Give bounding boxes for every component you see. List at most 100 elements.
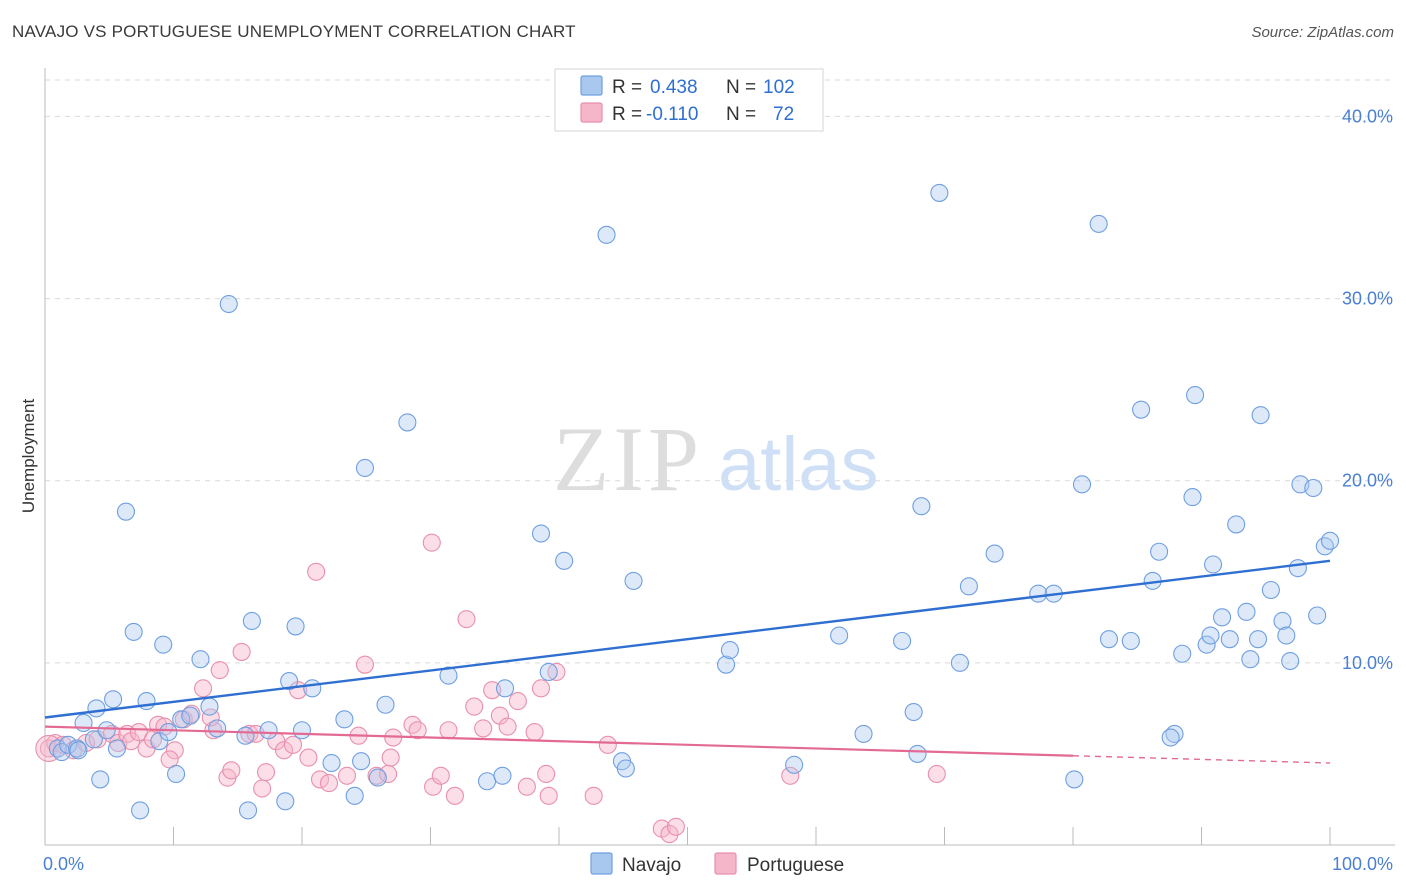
portuguese-point [547, 662, 566, 682]
navajo-point [531, 524, 551, 543]
bottom-legend-navajo-swatch [590, 852, 613, 875]
portuguese-series [35, 533, 946, 844]
navajo-point [87, 699, 106, 718]
watermark-atlas: atlas [718, 422, 879, 507]
navajo-point [200, 697, 219, 716]
x-tick-label: 100.0% [1332, 854, 1393, 874]
navajo-point [959, 577, 978, 596]
portuguese-trend-line [44, 725, 1074, 757]
navajo-point [930, 183, 949, 202]
portuguese-point [253, 779, 272, 798]
navajo-point [597, 225, 616, 244]
navajo-point [292, 721, 312, 740]
navajo-point [352, 752, 371, 771]
portuguese-point [129, 723, 148, 742]
portuguese-point [319, 774, 339, 793]
navajo-point [107, 739, 127, 758]
navajo-point [104, 690, 123, 709]
portuguese-point [474, 719, 493, 738]
portuguese-point [660, 825, 679, 844]
navajo-point [172, 710, 191, 729]
navajo-point [368, 768, 387, 787]
navajo-point [555, 551, 574, 570]
navajo-point [904, 702, 923, 722]
portuguese-point [299, 748, 318, 767]
portuguese-point [310, 770, 330, 789]
navajo-point [716, 655, 736, 674]
navajo-point [985, 544, 1004, 563]
portuguese-point [465, 697, 484, 716]
navajo-point [1186, 386, 1205, 405]
navajo-point [1204, 555, 1223, 574]
portuguese-point [584, 786, 603, 805]
navajo-point [242, 611, 261, 631]
portuguese-point [222, 761, 241, 780]
navajo-point [1261, 580, 1280, 600]
navajo-point [1273, 611, 1292, 631]
navajo-point [276, 792, 295, 811]
navajo-point [1089, 214, 1108, 233]
navajo-point [720, 641, 739, 660]
portuguese-point [307, 562, 326, 581]
portuguese-point [531, 679, 551, 698]
portuguese-point [232, 642, 251, 661]
navajo-point [303, 679, 322, 698]
legend-navajo-n-value: 102 [763, 77, 795, 98]
watermark-zip: ZIP [553, 408, 703, 510]
y-axis-title: Unemployment [19, 399, 38, 514]
portuguese-point [537, 764, 556, 784]
navajo-point [950, 653, 969, 672]
portuguese-point [403, 715, 422, 734]
portuguese-point [666, 817, 685, 836]
navajo-point [908, 744, 927, 763]
portuguese-point [598, 735, 617, 754]
navajo-trend-line [44, 559, 1331, 719]
portuguese-point [445, 786, 464, 805]
navajo-point [616, 759, 635, 778]
navajo-point [477, 772, 497, 791]
legend-portuguese-n-label: N = [726, 104, 756, 125]
navajo-point [208, 719, 227, 738]
navajo-point [259, 721, 278, 740]
navajo-point [124, 622, 143, 641]
source-label: Source: ZipAtlas.com [1251, 24, 1394, 41]
legend-portuguese-r-label: R = [612, 104, 642, 125]
navajo-point [1197, 635, 1216, 654]
navajo-point [91, 770, 110, 789]
navajo-point [236, 726, 255, 745]
navajo-point [1161, 728, 1180, 747]
navajo-point [495, 679, 515, 698]
y-tick-label: 40.0% [1342, 106, 1393, 126]
navajo-point [1308, 606, 1327, 625]
navajo-point [1183, 488, 1202, 507]
portuguese-point [355, 655, 375, 674]
navajo-point [1065, 770, 1084, 789]
stats-legend: R = 0.438 N = 102 R = -0.110 N = 72 [554, 68, 824, 132]
navajo-point [624, 571, 643, 590]
navajo-point [280, 672, 299, 691]
portuguese-point [498, 717, 517, 736]
navajo-point [854, 724, 873, 743]
bottom-legend-portuguese-label: Portuguese [747, 855, 844, 876]
portuguese-point [539, 786, 558, 805]
portuguese-point [927, 764, 946, 784]
navajo-point [191, 650, 210, 669]
portuguese-point [408, 721, 427, 740]
portuguese-point [431, 766, 450, 785]
navajo-point [1213, 608, 1232, 627]
legend-navajo-r-label: R = [612, 77, 642, 98]
legend-navajo-swatch [580, 75, 603, 96]
y-tick-label: 30.0% [1342, 289, 1393, 309]
navajo-point [1277, 626, 1296, 645]
navajo-point [154, 635, 173, 654]
navajo-point [69, 741, 88, 760]
portuguese-point [508, 692, 527, 711]
navajo-point [1251, 406, 1270, 425]
navajo-point [181, 706, 200, 725]
navajo-point [1304, 478, 1323, 498]
navajo-point [97, 721, 116, 740]
navajo-point [59, 735, 78, 754]
navajo-point [131, 801, 150, 820]
navajo-point [1029, 584, 1048, 603]
navajo-point [159, 723, 178, 742]
